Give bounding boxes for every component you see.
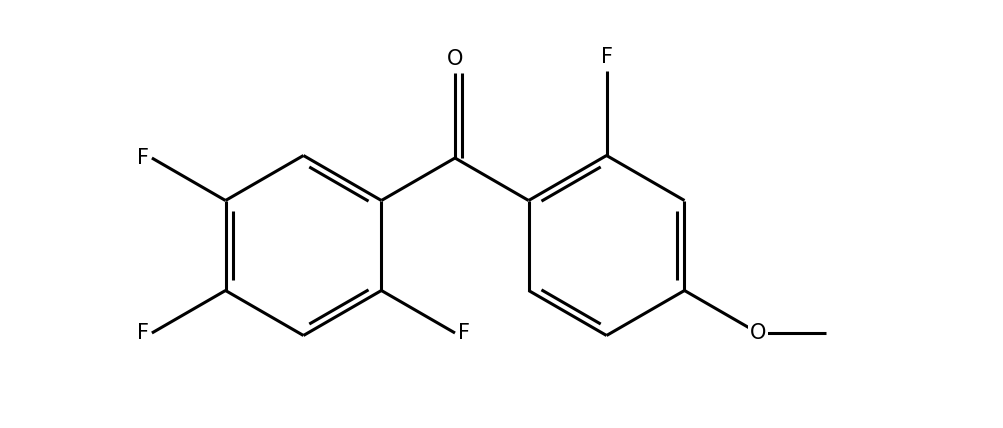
Text: O: O — [446, 49, 462, 69]
Text: F: F — [600, 47, 612, 66]
Text: F: F — [136, 148, 148, 168]
Text: F: F — [136, 323, 148, 343]
Text: F: F — [457, 323, 469, 343]
Text: O: O — [749, 323, 765, 343]
